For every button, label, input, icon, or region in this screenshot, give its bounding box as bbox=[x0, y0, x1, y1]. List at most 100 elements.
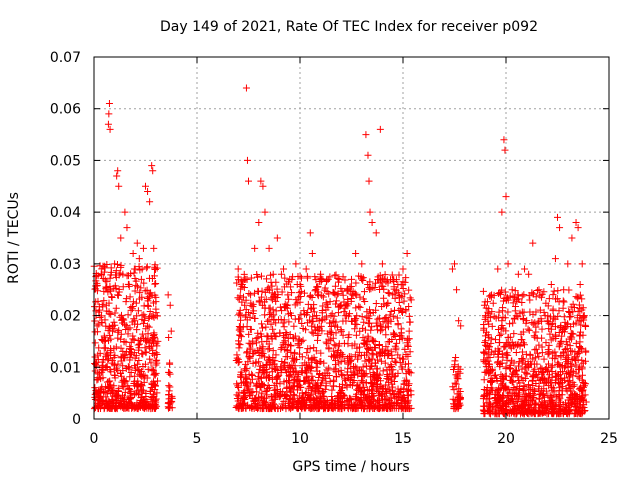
data-point bbox=[304, 274, 312, 282]
data-point bbox=[572, 361, 580, 369]
data-point bbox=[546, 330, 554, 338]
data-point bbox=[321, 286, 329, 294]
data-point bbox=[536, 306, 544, 314]
data-point bbox=[358, 402, 366, 410]
y-tick-label: 0.02 bbox=[50, 309, 81, 325]
data-point bbox=[118, 311, 126, 319]
data-point bbox=[387, 376, 395, 384]
data-point bbox=[96, 397, 104, 405]
data-point bbox=[347, 395, 355, 403]
data-point bbox=[268, 375, 276, 383]
data-point bbox=[296, 403, 304, 411]
data-point bbox=[308, 358, 316, 366]
data-point bbox=[339, 331, 347, 339]
data-point bbox=[271, 390, 279, 398]
data-point bbox=[558, 382, 566, 390]
data-point bbox=[124, 403, 132, 411]
data-point bbox=[166, 383, 174, 391]
data-point bbox=[396, 335, 404, 343]
data-point bbox=[559, 297, 567, 305]
data-point bbox=[146, 344, 154, 352]
data-point bbox=[548, 362, 556, 370]
data-point bbox=[500, 343, 508, 351]
data-point bbox=[332, 372, 340, 380]
data-point bbox=[331, 282, 339, 290]
data-point bbox=[93, 322, 101, 330]
data-point bbox=[165, 382, 173, 390]
data-point bbox=[559, 304, 567, 312]
data-point bbox=[383, 301, 391, 309]
data-point bbox=[249, 300, 257, 308]
data-point bbox=[350, 376, 358, 384]
data-point bbox=[394, 351, 402, 359]
data-point bbox=[125, 385, 133, 393]
data-point bbox=[578, 394, 586, 402]
data-point bbox=[118, 319, 126, 327]
data-point bbox=[118, 354, 126, 362]
data-point bbox=[574, 373, 582, 381]
data-point bbox=[361, 402, 369, 410]
data-point bbox=[397, 281, 405, 289]
data-point bbox=[124, 311, 132, 319]
data-point bbox=[272, 307, 280, 315]
data-point bbox=[337, 302, 345, 310]
data-point bbox=[368, 218, 376, 226]
data-point bbox=[346, 287, 354, 295]
data-point bbox=[369, 382, 377, 390]
data-point bbox=[485, 320, 493, 328]
data-point bbox=[485, 334, 493, 342]
data-point bbox=[343, 396, 351, 404]
data-point bbox=[498, 208, 506, 216]
data-point bbox=[536, 291, 544, 299]
data-point bbox=[370, 379, 378, 387]
data-point bbox=[237, 285, 245, 293]
data-point bbox=[141, 403, 149, 411]
data-point bbox=[120, 337, 128, 345]
data-point bbox=[94, 374, 102, 382]
data-point bbox=[236, 332, 244, 340]
data-point bbox=[568, 330, 576, 338]
data-point bbox=[136, 340, 144, 348]
data-point bbox=[352, 331, 360, 339]
data-point bbox=[486, 410, 494, 418]
data-point bbox=[109, 327, 117, 335]
data-point bbox=[579, 378, 587, 386]
data-point bbox=[235, 340, 243, 348]
data-point bbox=[168, 404, 176, 412]
data-point bbox=[566, 342, 574, 350]
data-point bbox=[137, 275, 145, 283]
data-point bbox=[134, 320, 142, 328]
data-point bbox=[552, 400, 560, 408]
data-point bbox=[247, 291, 255, 299]
data-point bbox=[150, 331, 158, 339]
data-point bbox=[135, 295, 143, 303]
data-point bbox=[243, 156, 251, 164]
data-point bbox=[113, 172, 121, 180]
data-point bbox=[339, 291, 347, 299]
data-point bbox=[234, 382, 242, 390]
data-point bbox=[578, 405, 586, 413]
data-point bbox=[153, 342, 161, 350]
data-point bbox=[574, 307, 582, 315]
data-point bbox=[567, 360, 575, 368]
data-point bbox=[151, 381, 159, 389]
data-point bbox=[384, 299, 392, 307]
data-point bbox=[555, 307, 563, 315]
data-point bbox=[137, 397, 145, 405]
data-point bbox=[259, 343, 267, 351]
data-point bbox=[107, 345, 115, 353]
data-point bbox=[504, 308, 512, 316]
data-point bbox=[574, 365, 582, 373]
data-point bbox=[576, 332, 584, 340]
data-point bbox=[298, 367, 306, 375]
data-point bbox=[91, 317, 99, 325]
data-point bbox=[287, 371, 295, 379]
data-point bbox=[272, 278, 280, 286]
data-point bbox=[400, 297, 408, 305]
data-point bbox=[145, 290, 153, 298]
data-point bbox=[272, 386, 280, 394]
data-point bbox=[572, 218, 580, 226]
data-point bbox=[504, 391, 512, 399]
data-point bbox=[322, 299, 330, 307]
data-point bbox=[334, 290, 342, 298]
